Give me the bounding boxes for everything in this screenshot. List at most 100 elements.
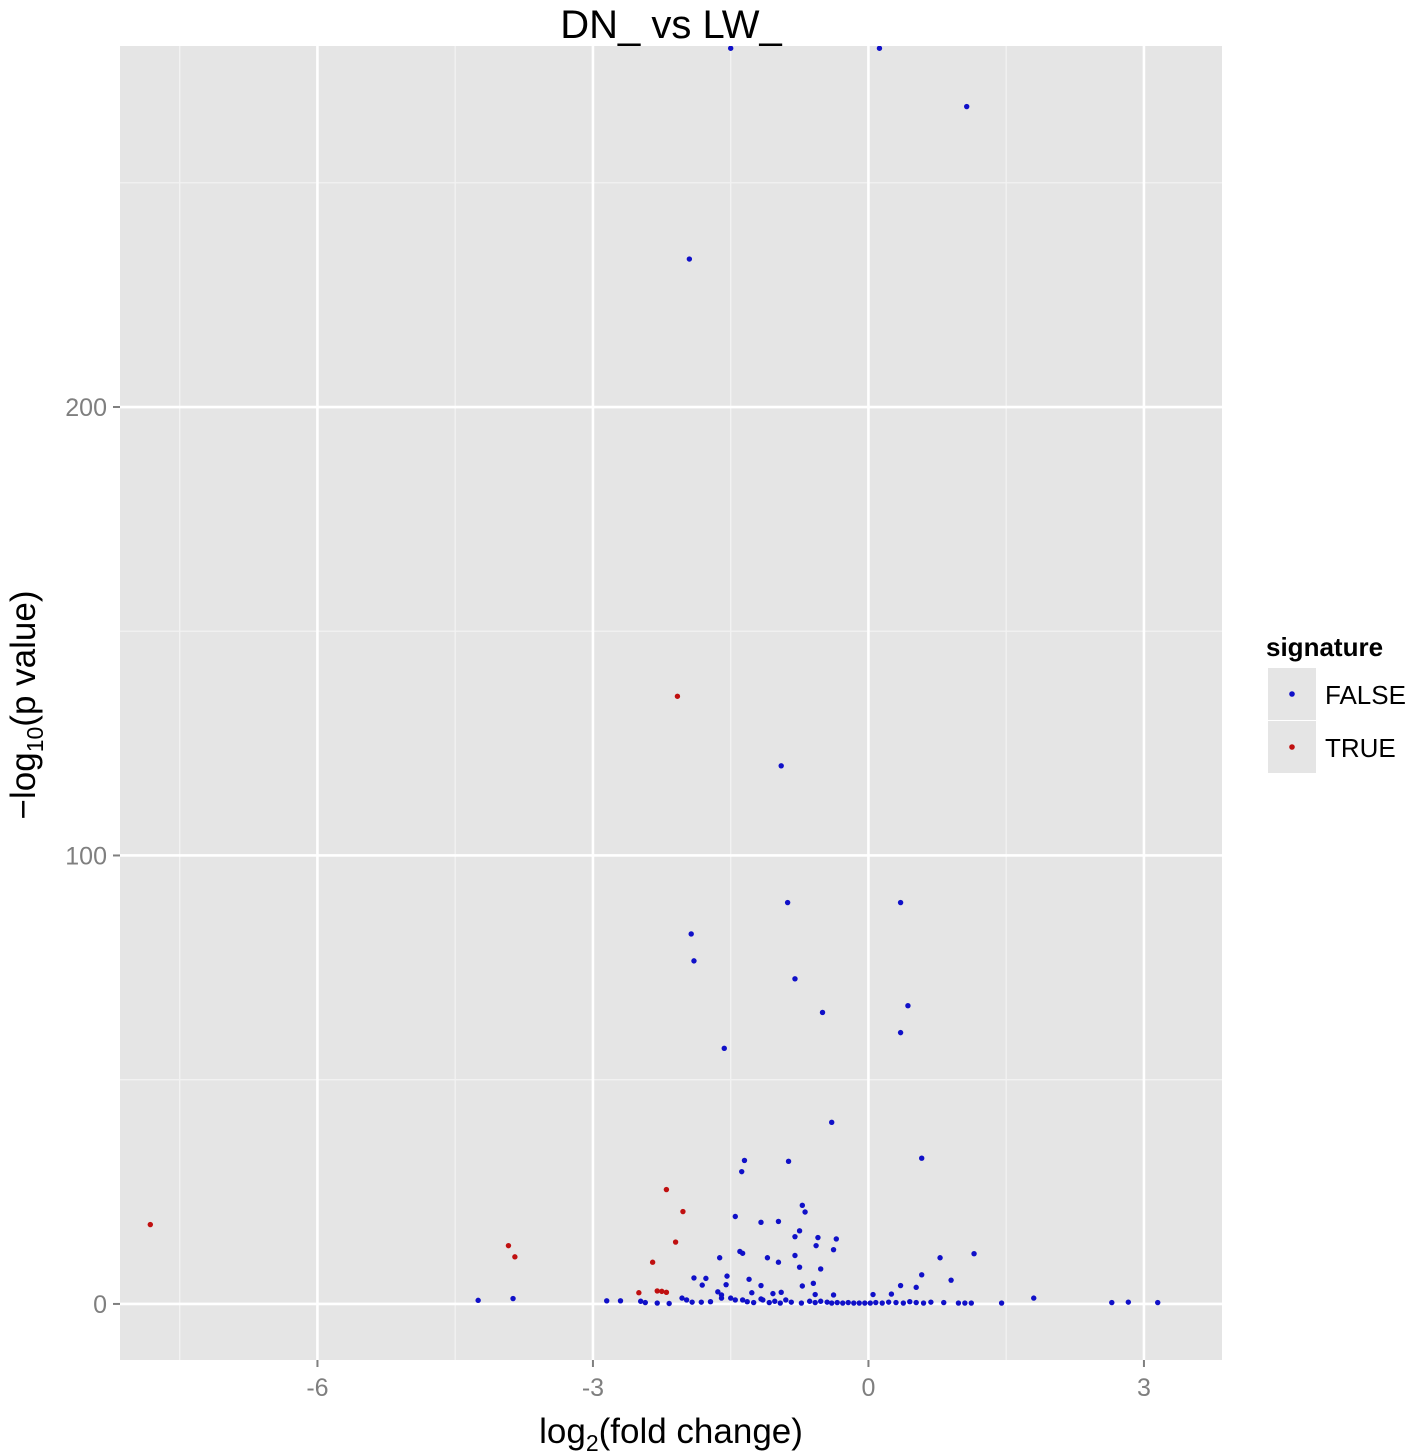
data-point-false bbox=[862, 1300, 868, 1306]
legend-title: signature bbox=[1266, 632, 1383, 662]
data-point-true bbox=[512, 1254, 518, 1260]
data-point-false bbox=[772, 1298, 778, 1304]
data-point-false bbox=[683, 1297, 690, 1303]
data-point-false bbox=[637, 1298, 644, 1304]
data-point-false bbox=[905, 1003, 911, 1009]
data-point-false bbox=[792, 976, 798, 982]
data-point-false bbox=[718, 1295, 725, 1301]
data-point-false bbox=[778, 763, 784, 769]
data-point-false bbox=[689, 1299, 695, 1305]
chart-title: DN_ vs LW_ bbox=[560, 3, 782, 47]
data-point-false bbox=[845, 1299, 851, 1306]
data-point-true bbox=[659, 1288, 665, 1295]
data-point-false bbox=[796, 1228, 803, 1234]
data-point-false bbox=[812, 1299, 818, 1306]
data-points bbox=[147, 46, 1161, 1307]
data-point-false bbox=[739, 1297, 746, 1303]
data-point-false bbox=[879, 1300, 885, 1306]
data-point-false bbox=[785, 1158, 792, 1165]
data-point-false bbox=[724, 1273, 730, 1279]
data-point-false bbox=[833, 1236, 839, 1242]
data-point-false bbox=[715, 1289, 721, 1295]
data-point-false bbox=[721, 1045, 727, 1052]
data-point-false bbox=[766, 1299, 772, 1306]
data-point-false bbox=[716, 1255, 723, 1261]
data-point-false bbox=[897, 899, 904, 906]
data-point-false bbox=[919, 1155, 925, 1161]
data-point-false bbox=[888, 1291, 895, 1297]
data-point-false bbox=[829, 1300, 835, 1306]
data-point-false bbox=[739, 1168, 745, 1175]
data-point-false bbox=[830, 1292, 837, 1298]
data-point-true bbox=[649, 1259, 656, 1265]
data-point-false bbox=[834, 1299, 840, 1306]
data-point-true bbox=[147, 1221, 154, 1228]
data-point-false bbox=[815, 1234, 821, 1241]
data-point-false bbox=[699, 1282, 705, 1288]
data-point-false bbox=[1109, 1299, 1115, 1306]
data-point-false bbox=[830, 1246, 837, 1253]
data-point-false bbox=[749, 1290, 755, 1296]
data-point-false bbox=[897, 1029, 904, 1036]
data-point-false bbox=[792, 1252, 798, 1259]
y-axis-title: −log10(p value) bbox=[4, 591, 48, 820]
data-point-false bbox=[775, 1259, 782, 1265]
data-point-true bbox=[654, 1288, 660, 1294]
data-point-false bbox=[764, 1255, 771, 1261]
data-point-false bbox=[475, 1297, 481, 1304]
data-point-false bbox=[727, 46, 734, 51]
data-point-false bbox=[813, 1242, 819, 1249]
data-point-false bbox=[919, 1272, 925, 1278]
legend: signature FALSE TRUE bbox=[1266, 632, 1406, 773]
data-point-false bbox=[679, 1295, 685, 1301]
data-point-false bbox=[941, 1299, 947, 1306]
x-tick-label: -3 bbox=[582, 1374, 604, 1402]
data-point-false bbox=[666, 1300, 672, 1307]
data-point-false bbox=[686, 256, 693, 262]
x-tick-label: 0 bbox=[861, 1374, 875, 1402]
data-point-false bbox=[870, 1291, 876, 1298]
data-point-false bbox=[971, 1251, 977, 1257]
data-point-true bbox=[663, 1289, 670, 1295]
data-point-false bbox=[1031, 1295, 1037, 1301]
data-point-true bbox=[636, 1290, 642, 1296]
data-point-false bbox=[737, 1248, 743, 1255]
y-tick-label: 200 bbox=[65, 394, 107, 422]
data-point-false bbox=[900, 1300, 907, 1306]
data-point-false bbox=[897, 1282, 904, 1289]
legend-dot-true bbox=[1289, 744, 1295, 750]
data-point-false bbox=[760, 1297, 766, 1303]
data-point-false bbox=[799, 1283, 806, 1289]
data-point-false bbox=[750, 1299, 757, 1306]
data-point-false bbox=[798, 1300, 805, 1306]
data-point-false bbox=[1155, 1299, 1161, 1306]
data-point-false bbox=[928, 1299, 934, 1305]
data-point-false bbox=[962, 1300, 968, 1306]
data-point-true bbox=[672, 1239, 679, 1245]
data-point-false bbox=[741, 1157, 748, 1164]
data-point-false bbox=[698, 1299, 705, 1305]
data-point-false bbox=[873, 1299, 879, 1306]
data-point-false bbox=[617, 1298, 624, 1304]
legend-label-false: FALSE bbox=[1325, 680, 1406, 710]
data-point-false bbox=[796, 1264, 803, 1270]
data-point-false bbox=[948, 1277, 954, 1283]
data-point-false bbox=[893, 1299, 899, 1306]
data-point-false bbox=[604, 1298, 610, 1304]
data-point-true bbox=[674, 693, 681, 699]
data-point-false bbox=[913, 1299, 919, 1306]
data-point-false bbox=[784, 899, 791, 906]
legend-dot-false bbox=[1289, 691, 1295, 697]
data-point-false bbox=[829, 1119, 835, 1126]
data-point-false bbox=[688, 931, 694, 937]
data-point-false bbox=[783, 1297, 789, 1303]
data-point-false bbox=[642, 1299, 648, 1306]
data-point-false bbox=[691, 1275, 697, 1281]
data-point-false bbox=[851, 1300, 857, 1306]
data-point-false bbox=[727, 1295, 734, 1301]
data-point-false bbox=[937, 1255, 943, 1261]
x-tick-label: -6 bbox=[306, 1374, 328, 1402]
data-point-true bbox=[680, 1208, 686, 1215]
data-point-false bbox=[788, 1299, 795, 1305]
data-point-false bbox=[758, 1282, 764, 1289]
